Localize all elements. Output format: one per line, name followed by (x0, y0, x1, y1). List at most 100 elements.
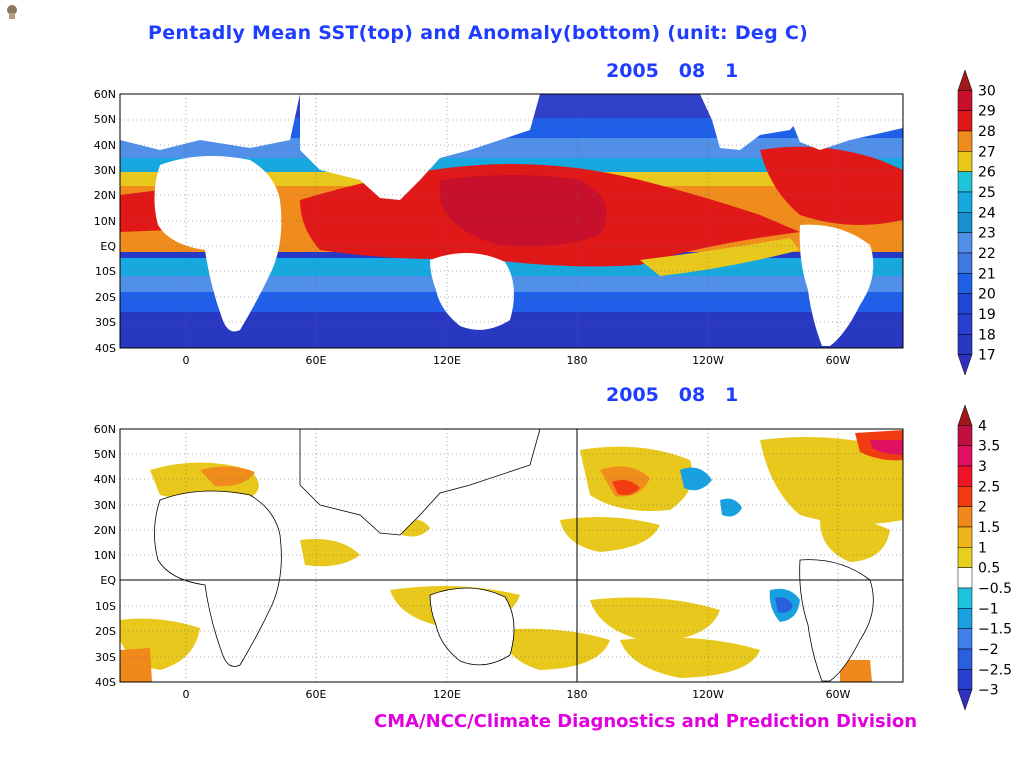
colorbar-label: 21 (978, 266, 996, 282)
colorbar-label: 1.5 (978, 520, 1000, 536)
lon-label: 120W (692, 688, 724, 701)
colorbar-swatch (957, 212, 973, 233)
lat-label: 30S (95, 651, 116, 664)
lon-label: 180 (567, 354, 588, 367)
colorbar-swatch (957, 354, 973, 376)
colorbar-label: 19 (978, 307, 996, 323)
colorbar-label: 26 (978, 165, 996, 181)
lon-label: 60E (306, 688, 327, 701)
lat-label: 50N (94, 448, 116, 461)
colorbar-swatch (957, 567, 973, 589)
colorbar-label: −3 (978, 683, 999, 699)
lat-label: 60N (94, 423, 116, 436)
colorbar-swatch (957, 425, 973, 446)
colorbar-label: 2 (978, 500, 987, 516)
colorbar-label: 25 (978, 185, 996, 201)
colorbar-label: −0.5 (978, 581, 1012, 597)
lon-label: 120E (433, 354, 461, 367)
lat-label: EQ (100, 574, 116, 587)
colorbar-swatch (957, 608, 973, 629)
anomaly-lat-axis: 60N 50N 40N 30N 20N 10N EQ 10S 20S 30S 4… (94, 423, 117, 689)
colorbar-swatch (957, 313, 973, 335)
lon-label: 60W (826, 688, 851, 701)
lat-label: 20S (95, 625, 116, 638)
colorbar-label: 3.5 (978, 439, 1000, 455)
app-icon (7, 5, 17, 19)
colorbar-label: 3 (978, 459, 987, 475)
colorbar-label: 22 (978, 246, 996, 262)
figure-title: Pentadly Mean SST(top) and Anomaly(botto… (148, 22, 809, 44)
lon-label: 0 (183, 354, 190, 367)
sst-colorbar: 30 29 28 27 26 25 24 23 22 21 20 19 18 17 (957, 69, 996, 376)
colorbar-label: 0.5 (978, 561, 1000, 577)
lat-label: 10N (94, 549, 116, 562)
lat-label: EQ (100, 240, 116, 253)
colorbar-swatch (957, 689, 973, 711)
colorbar-label: 29 (978, 104, 996, 120)
anomaly-date: 2005 08 1 (606, 384, 739, 406)
lat-label: 20N (94, 189, 116, 202)
anomaly-colorbar: 4 3.5 3 2.5 2 1.5 1 0.5 −0.5 −1 −1.5 −2 −2.5 −3 (957, 404, 1012, 711)
lat-label: 40S (95, 342, 116, 355)
lat-label: 10N (94, 215, 116, 228)
colorbar-swatch (957, 191, 973, 213)
colorbar-swatch (957, 404, 973, 426)
sst-lat-axis: 60N 50N 40N 30N 20N 10N EQ 10S 20S 30S 4… (94, 88, 117, 355)
credit-line: CMA/NCC/Climate Diagnostics and Predicti… (374, 711, 918, 732)
colorbar-swatch (957, 648, 973, 670)
colorbar-label: 4 (978, 418, 987, 434)
lat-label: 40S (95, 676, 116, 689)
colorbar-label: 30 (978, 83, 996, 99)
colorbar-swatch (957, 445, 973, 467)
colorbar-swatch (957, 110, 973, 132)
colorbar-swatch (957, 69, 973, 91)
lat-label: 20N (94, 524, 116, 537)
colorbar-label: 18 (978, 327, 996, 343)
lat-label: 10S (95, 600, 116, 613)
colorbar-swatch (957, 273, 973, 294)
colorbar-swatch (957, 232, 973, 254)
sst-map (119, 93, 904, 349)
colorbar-swatch (957, 171, 973, 193)
colorbar-swatch (957, 293, 973, 315)
lon-label: 180 (567, 688, 588, 701)
lon-label: 120E (433, 688, 461, 701)
colorbar-swatch (957, 547, 973, 568)
lat-label: 60N (94, 88, 116, 101)
colorbar-label: −1.5 (978, 622, 1012, 638)
lat-label: 30N (94, 499, 116, 512)
lat-label: 20S (95, 291, 116, 304)
sst-lon-axis: 0 60E 120E 180 120W 60W (183, 354, 851, 367)
lat-label: 40N (94, 139, 116, 152)
lon-label: 60W (826, 354, 851, 367)
colorbar-swatch (957, 465, 973, 487)
lat-label: 40N (94, 473, 116, 486)
lat-label: 50N (94, 113, 116, 126)
colorbar-swatch (957, 587, 973, 609)
lon-label: 60E (306, 354, 327, 367)
colorbar-swatch (957, 130, 973, 152)
colorbar-label: 27 (978, 144, 996, 160)
lat-label: 30N (94, 164, 116, 177)
colorbar-label: −2.5 (978, 662, 1012, 678)
colorbar-label: 2.5 (978, 479, 1000, 495)
colorbar-label: 23 (978, 226, 996, 242)
colorbar-swatch (957, 628, 973, 650)
colorbar-swatch (957, 90, 973, 111)
colorbar-swatch (957, 252, 973, 274)
colorbar-swatch (957, 486, 973, 507)
anomaly-lon-axis: 0 60E 120E 180 120W 60W (183, 688, 851, 701)
colorbar-swatch (957, 526, 973, 548)
colorbar-label: −2 (978, 642, 999, 658)
lon-label: 120W (692, 354, 724, 367)
colorbar-label: −1 (978, 601, 999, 617)
lat-label: 30S (95, 316, 116, 329)
colorbar-label: 1 (978, 540, 987, 556)
colorbar-swatch (957, 334, 973, 355)
colorbar-label: 20 (978, 287, 996, 303)
colorbar-swatch (957, 506, 973, 528)
colorbar-label: 28 (978, 124, 996, 140)
lat-label: 10S (95, 265, 116, 278)
colorbar-swatch (957, 669, 973, 690)
